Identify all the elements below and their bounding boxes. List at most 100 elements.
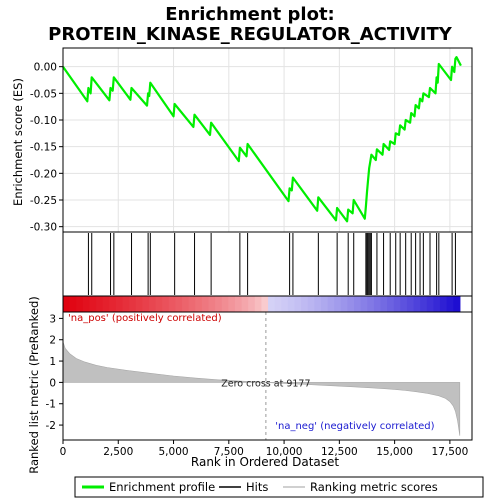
heat-segment — [340, 296, 349, 312]
heat-segment — [307, 296, 315, 312]
legend-label: Enrichment profile — [109, 480, 215, 494]
heat-segment — [347, 296, 355, 312]
heat-segment — [109, 296, 117, 312]
heat-segment — [63, 296, 71, 312]
heat-segment — [241, 296, 249, 312]
enrichment-profile-line — [62, 55, 462, 223]
x-tick-label: 2,500 — [103, 446, 133, 458]
heat-segment — [268, 296, 276, 312]
heat-segment — [426, 296, 434, 312]
chart-title: Enrichment plot: — [165, 4, 335, 25]
rank-heatmap-bar — [62, 295, 473, 313]
x-tick-label: 10,000 — [266, 446, 303, 458]
heat-segment — [148, 296, 157, 312]
heat-segment — [215, 296, 223, 312]
x-tick-label: 0 — [60, 446, 67, 458]
heat-segment — [142, 296, 150, 312]
metric-y-tick-label: 2 — [49, 335, 56, 347]
heat-segment — [433, 296, 441, 312]
chart-subtitle: PROTEIN_KINASE_REGULATOR_ACTIVITY — [48, 24, 453, 45]
heat-segment — [168, 296, 177, 312]
heat-segment — [162, 296, 170, 312]
heat-segment — [122, 296, 130, 312]
metric-y-tick-label: -1 — [46, 399, 56, 411]
heat-segment — [400, 296, 408, 312]
es-y-tick-label: -0.15 — [30, 142, 57, 154]
es-y-tick-label: 0.00 — [34, 62, 57, 74]
neg-correlated-label: 'na_neg' (negatively correlated) — [275, 421, 434, 432]
zero-cross-label: Zero cross at 9177 — [221, 378, 310, 389]
heat-segment — [234, 296, 243, 312]
pos-correlated-label: 'na_pos' (positively correlated) — [68, 313, 222, 324]
heat-segment — [380, 296, 388, 312]
heat-segment — [420, 296, 428, 312]
heat-segment — [281, 296, 289, 312]
heat-segment — [354, 296, 362, 312]
ranking-metric-area — [62, 341, 461, 436]
heat-segment — [320, 296, 329, 312]
es-y-tick-label: -0.20 — [30, 168, 57, 180]
heat-segment — [287, 296, 296, 312]
es-y-tick-label: -0.30 — [30, 222, 57, 234]
es-plot-area — [63, 48, 472, 232]
heat-segment — [393, 296, 401, 312]
metric-frame — [62, 311, 473, 441]
hits-frame — [62, 231, 473, 297]
metric-y-tick-label: -2 — [46, 420, 56, 432]
heat-segment — [208, 296, 216, 312]
heat-segment — [453, 296, 461, 312]
heat-segment — [129, 296, 137, 312]
heat-segment — [115, 296, 124, 312]
es-y-tick-label: -0.05 — [30, 88, 57, 100]
x-tick-label: 15,000 — [376, 446, 413, 458]
heat-segment — [413, 296, 421, 312]
heat-segment — [301, 296, 309, 312]
metric-y-tick-label: 1 — [49, 356, 56, 368]
hits-panel — [62, 231, 473, 297]
es-y-tick-label: -0.10 — [30, 115, 57, 127]
heat-segment — [155, 296, 163, 312]
heat-segment — [334, 296, 342, 312]
heat-segment — [439, 296, 448, 312]
heat-segment — [182, 296, 190, 312]
heat-segment — [274, 296, 282, 312]
x-tick-label: 17,500 — [432, 446, 469, 458]
x-tick-label: 5,000 — [159, 446, 189, 458]
heat-segment — [261, 296, 269, 312]
heat-segment — [89, 296, 97, 312]
heat-segment — [175, 296, 183, 312]
heat-segment — [102, 296, 110, 312]
heat-segment — [195, 296, 203, 312]
metric-y-tick-label: 3 — [49, 313, 56, 325]
heat-segment — [135, 296, 143, 312]
heat-segment — [367, 296, 375, 312]
x-tick-label: 7,500 — [214, 446, 244, 458]
heat-segment — [314, 296, 322, 312]
heat-segment — [228, 296, 236, 312]
heat-segment — [360, 296, 368, 312]
x-tick-label: 12,500 — [321, 446, 358, 458]
metric-y-axis-label: Ranked list metric (PreRanked) — [27, 296, 41, 474]
es-y-axis-label: Enrichment score (ES) — [11, 78, 25, 206]
heat-segment — [201, 296, 210, 312]
metric-y-tick-label: 0 — [49, 377, 56, 389]
legend-box — [74, 476, 484, 498]
legend-label: Ranking metric scores — [310, 480, 438, 494]
es-panel: 0.00 -0.05 -0.10 -0.15 -0.20 -0.25 -0.30 — [30, 47, 473, 234]
legend: Enrichment profile Hits Ranking metric sco… — [74, 476, 484, 498]
heat-segment — [188, 296, 196, 312]
heat-segment — [373, 296, 382, 312]
heat-segment — [327, 296, 335, 312]
legend-label: Hits — [246, 480, 268, 494]
heat-segment — [254, 296, 263, 312]
es-y-tick-label: -0.25 — [30, 195, 57, 207]
ranked-metric-panel: Zero cross at 9177 'na_pos' (positively c… — [46, 311, 473, 458]
heat-segment — [82, 296, 91, 312]
heat-segment — [406, 296, 415, 312]
x-axis-label: Rank in Ordered Dataset — [191, 455, 339, 469]
heat-segment — [248, 296, 256, 312]
heat-segment — [446, 296, 454, 312]
heat-segment — [294, 296, 302, 312]
